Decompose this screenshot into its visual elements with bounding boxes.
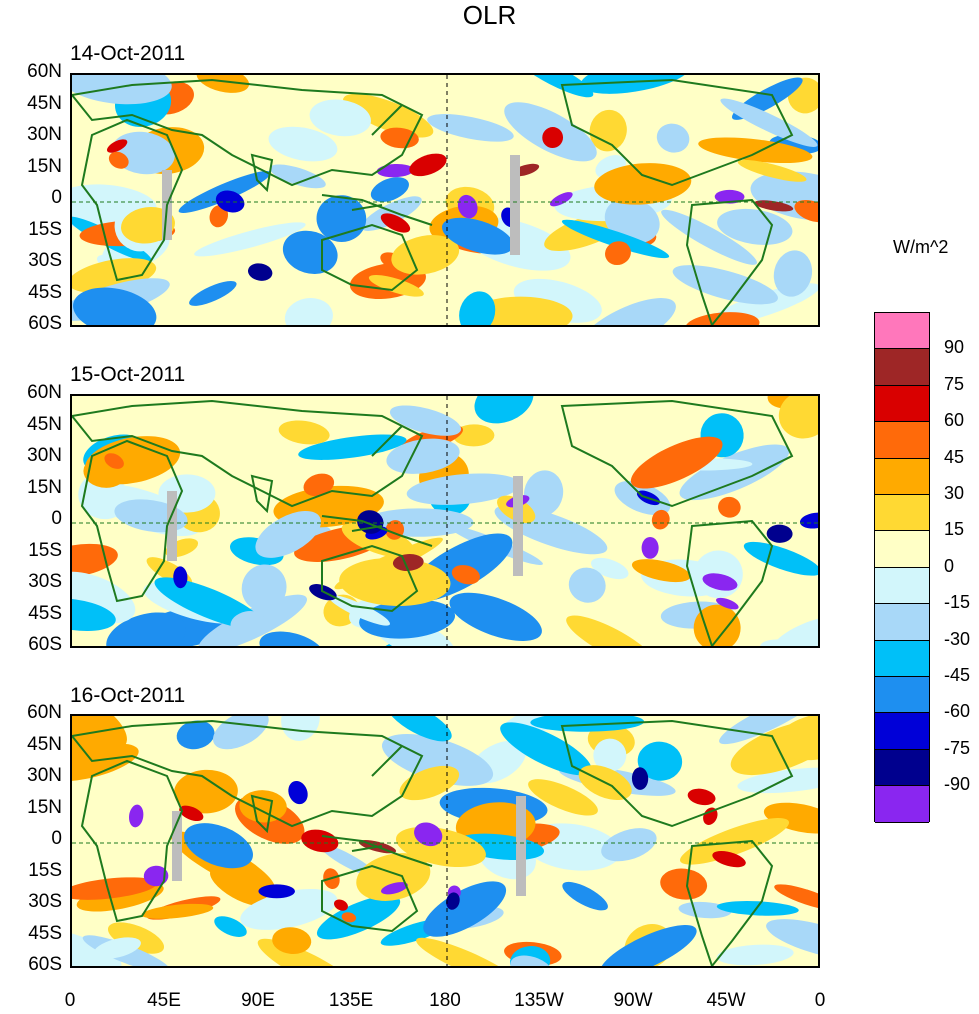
panel-1-olr-field [72, 75, 818, 325]
colorbar-box [875, 385, 929, 423]
colorbar-box [875, 604, 929, 641]
colorbar-tick-label: 90 [944, 337, 965, 358]
lat-label: 0 [51, 187, 62, 208]
lat-label: 15N [27, 796, 62, 818]
lat-label: 30N [27, 765, 62, 786]
colorbar-tick-label: 0 [944, 555, 955, 576]
panel-2-map [70, 394, 820, 648]
lat-label: 30S [28, 571, 62, 592]
colorbar-tick-label: 75 [944, 373, 965, 394]
lat-label: 45S [28, 922, 62, 944]
panel-2-date: 15-Oct-2011 [70, 363, 186, 386]
colorbar-box [875, 786, 929, 823]
panel-1-date: 14-Oct-2011 [70, 42, 186, 65]
colorbar-box [875, 349, 929, 386]
lat-label: 15N [27, 476, 62, 498]
colorbar-units: W/m^2 [893, 237, 949, 257]
lat-label: 45S [28, 281, 62, 303]
lat-label: 60S [28, 634, 62, 655]
panel-1-map [70, 73, 820, 327]
lat-label: 45N [27, 733, 62, 755]
lon-label: 135E [328, 990, 374, 1011]
lat-label: 15S [28, 218, 62, 240]
colorbar-box [875, 749, 929, 787]
colorbar-tick-label: -90 [944, 774, 971, 795]
lat-label: 30N [27, 124, 62, 145]
panel-3-date: 16-Oct-2011 [70, 684, 186, 707]
lon-label: 90E [241, 990, 275, 1011]
colorbar-box [875, 458, 929, 495]
lat-label: 60N [27, 382, 62, 403]
lon-label: 90W [613, 990, 653, 1011]
colorbar [874, 312, 930, 823]
lon-label: 0 [814, 990, 826, 1011]
lat-label: 60S [28, 313, 62, 334]
lat-label: 30S [28, 891, 62, 912]
lat-label: 30S [28, 250, 62, 271]
colorbar-tick-label: 15 [944, 519, 965, 540]
panel-2-olr-field [72, 396, 818, 646]
lat-label: 60S [28, 954, 62, 975]
lat-label: 0 [51, 828, 62, 849]
panel-3-map [70, 714, 820, 968]
lat-label: 15S [28, 859, 62, 881]
colorbar-box [875, 713, 929, 750]
lon-label: 45E [147, 990, 181, 1011]
lat-label: 60N [27, 61, 62, 82]
lon-label: 135W [514, 990, 564, 1011]
colorbar-box [875, 567, 929, 605]
panel-3-olr-field [72, 716, 818, 966]
lon-label: 180 [429, 990, 461, 1011]
colorbar-tick-label: -30 [944, 628, 971, 649]
colorbar-tick-label: -15 [944, 592, 971, 613]
lat-label: 0 [51, 508, 62, 529]
lat-label: 45S [28, 602, 62, 624]
colorbar-tick-label: 60 [944, 410, 965, 431]
colorbar-tick-label: -75 [944, 737, 971, 758]
lat-label: 45N [27, 92, 62, 114]
lat-label: 30N [27, 445, 62, 466]
colorbar-tick-label: -60 [944, 701, 971, 722]
colorbar-box [875, 422, 929, 459]
figure-title: OLR [462, 0, 517, 30]
colorbar-tick-label: -45 [944, 665, 971, 685]
colorbar-tick-label: 30 [944, 483, 965, 503]
lon-label: 0 [64, 990, 76, 1011]
colorbar-box [875, 495, 929, 532]
colorbar-box [875, 313, 929, 350]
lat-label: 45N [27, 413, 62, 435]
colorbar-tick-label: 45 [944, 446, 965, 467]
lon-label: 45W [706, 990, 746, 1011]
colorbar-box [875, 677, 929, 714]
colorbar-box [875, 640, 929, 677]
colorbar-box [875, 531, 929, 568]
lat-label: 15N [27, 155, 62, 177]
lat-label: 60N [27, 702, 62, 723]
lat-label: 15S [28, 539, 62, 561]
